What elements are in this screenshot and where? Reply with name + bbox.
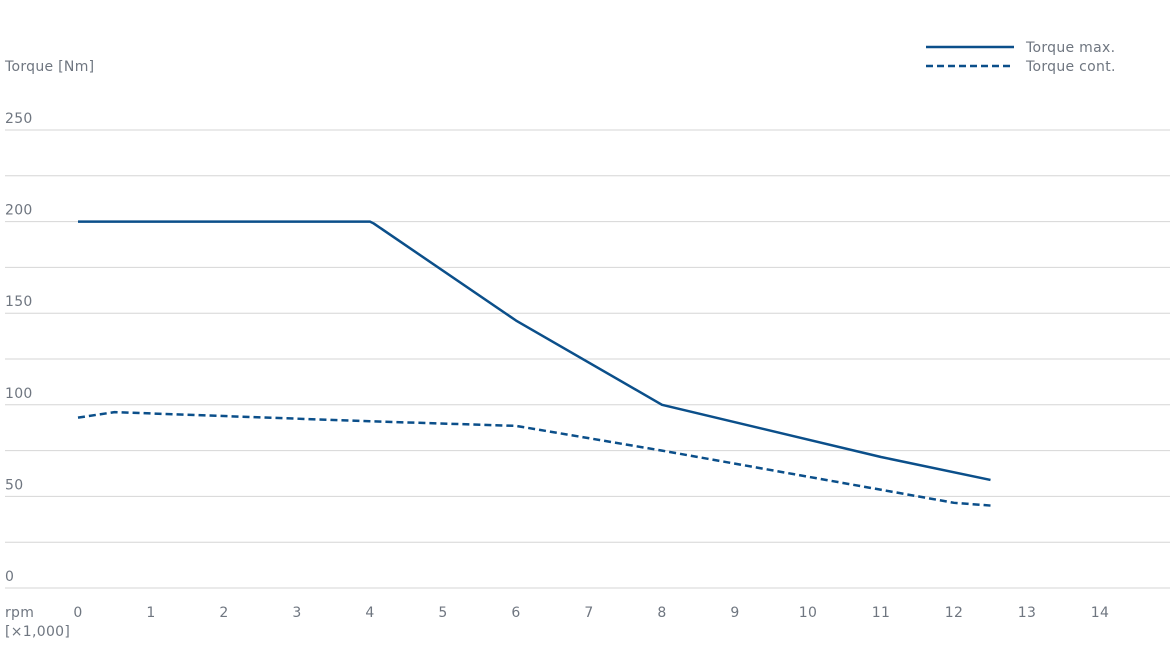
x-tick-label: 1 xyxy=(146,605,155,621)
y-tick-label: 50 xyxy=(5,477,23,493)
y-tick-label: 100 xyxy=(5,386,33,402)
legend-label: Torque max. xyxy=(1025,40,1115,56)
line-series xyxy=(77,410,991,507)
x-tick-label: 0 xyxy=(73,605,82,621)
x-tick-label: 13 xyxy=(1018,605,1036,621)
x-tick-label: 2 xyxy=(219,605,228,621)
y-axis-label: Torque [Nm] xyxy=(4,59,94,75)
x-tick-label: 12 xyxy=(945,605,963,621)
x-tick-label: 10 xyxy=(799,605,817,621)
x-tick-label: 3 xyxy=(292,605,301,621)
x-axis-unit: [×1,000] xyxy=(5,624,70,640)
x-tick-label: 5 xyxy=(438,605,447,621)
x-tick-label: 8 xyxy=(657,605,666,621)
y-tick-label: 0 xyxy=(5,569,14,585)
x-tick-label: 6 xyxy=(511,605,520,621)
x-tick-label: 4 xyxy=(365,605,374,621)
x-tick-label: 9 xyxy=(730,605,739,621)
x-tick-label: 11 xyxy=(872,605,890,621)
x-tick-label: 14 xyxy=(1091,605,1109,621)
x-tick-label: 7 xyxy=(584,605,593,621)
line-series xyxy=(78,220,991,482)
y-tick-label: 250 xyxy=(5,111,33,127)
y-tick-label: 150 xyxy=(5,294,33,310)
x-axis-label: rpm xyxy=(5,605,34,621)
legend-label: Torque cont. xyxy=(1025,59,1116,75)
y-tick-label: 200 xyxy=(5,203,33,219)
